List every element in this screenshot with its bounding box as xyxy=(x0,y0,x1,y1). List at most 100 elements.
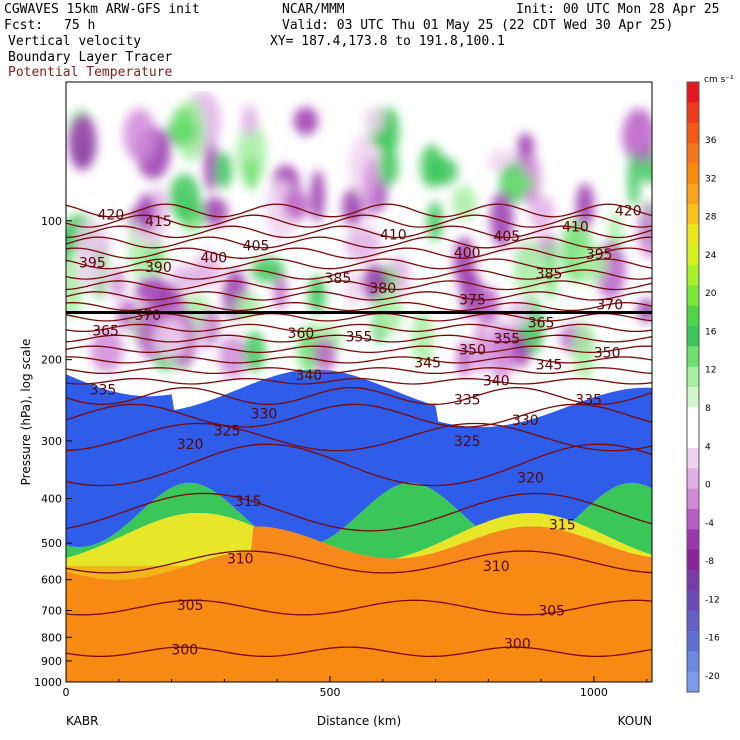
theta-contour-330 xyxy=(66,403,652,428)
theta-label-9: 395 xyxy=(79,255,106,271)
theta-label-30: 335 xyxy=(454,392,481,408)
theta-label-5: 405 xyxy=(243,238,270,254)
colorbar-swatch-15 xyxy=(687,387,699,408)
theta-label-45: 300 xyxy=(504,636,531,652)
model-title: CGWAVES 15km ARW-GFS init xyxy=(4,2,200,17)
theta-label-12: 385 xyxy=(325,271,352,287)
colorbar-swatch-20 xyxy=(687,488,699,510)
tracer-band-yellow xyxy=(66,513,652,580)
init-time: Init: 00 UTC Mon 28 Apr 25 xyxy=(516,2,720,17)
colorbar-swatch-6 xyxy=(687,204,699,225)
forecast-label: Fcst: xyxy=(4,18,44,33)
y-axis-title: Pressure (hPa), log scale xyxy=(19,339,33,486)
colorbar-swatch-19 xyxy=(687,468,699,490)
colorbar-label-16: 16 xyxy=(705,327,717,337)
colorbar-label--12: -12 xyxy=(705,595,720,605)
theta-contour-405 xyxy=(66,236,652,249)
theta-contour-340 xyxy=(66,377,652,385)
theta-label-40: 310 xyxy=(227,552,254,568)
theta-label-23: 350 xyxy=(459,342,486,358)
colorbar-label--4: -4 xyxy=(705,519,714,529)
theta-label-22: 355 xyxy=(493,332,520,348)
theta-label-20: 360 xyxy=(288,326,315,342)
theta-contour-300 xyxy=(66,646,652,658)
colorbar-swatch-1 xyxy=(687,102,699,124)
theta-contour-315 xyxy=(66,492,652,532)
colorbar-swatch-26 xyxy=(687,610,699,632)
colorbar-swatch-28 xyxy=(687,651,699,673)
colorbar-swatch-0 xyxy=(687,82,699,103)
theta-label-29: 335 xyxy=(90,382,117,398)
theta-contour-325 xyxy=(66,422,652,452)
tracer-band-blue xyxy=(66,369,652,548)
x-tick-label-500: 500 xyxy=(319,686,340,699)
theta-label-3: 410 xyxy=(562,220,589,236)
colorbar-frame xyxy=(686,81,700,693)
theta-label-33: 330 xyxy=(512,413,539,429)
colorbar-swatch-25 xyxy=(687,590,699,612)
colorbar-swatch-4 xyxy=(687,163,699,185)
theta-label-0: 420 xyxy=(98,208,125,224)
theta-contour-360 xyxy=(66,334,652,343)
center-label: NCAR/MMM xyxy=(282,2,345,17)
theta-label-41: 310 xyxy=(483,559,510,575)
colorbar-swatch-23 xyxy=(687,549,699,571)
theta-label-26: 345 xyxy=(536,358,563,374)
colorbar-swatch-16 xyxy=(687,407,699,429)
valid-time: Valid: 03 UTC Thu 01 May 25 (22 CDT Wed … xyxy=(282,18,674,33)
theta-contour-365 xyxy=(66,323,652,333)
theta-contour-395 xyxy=(66,258,652,270)
colorbar-swatch-13 xyxy=(687,346,699,368)
vertical-velocity-cells xyxy=(66,91,652,381)
y-tick-label-900: 900 xyxy=(41,655,62,668)
x-tick-label-1000: 1000 xyxy=(580,686,608,699)
y-tick-label-500: 500 xyxy=(41,537,62,550)
theta-contour-320 xyxy=(66,443,652,487)
theta-label-4: 420 xyxy=(615,204,642,220)
theta-label-27: 340 xyxy=(295,368,322,384)
x-axis-title: Distance (km) xyxy=(317,714,401,728)
theta-label-39: 315 xyxy=(549,517,576,533)
theta-label-6: 405 xyxy=(493,229,520,245)
theta-label-25: 345 xyxy=(414,356,441,372)
theta-contour-310 xyxy=(66,550,652,574)
y-tick-label-600: 600 xyxy=(41,574,62,587)
theta-label-16: 370 xyxy=(134,308,161,324)
theta-contour-385 xyxy=(66,280,652,291)
colorbar-label-24: 24 xyxy=(705,251,717,261)
theta-label-34: 325 xyxy=(214,424,241,440)
colorbar-swatch-27 xyxy=(687,631,699,652)
colorbar-label-8: 8 xyxy=(705,404,711,414)
field-potential-temperature: Potential Temperature xyxy=(8,65,173,80)
y-tick-label-800: 800 xyxy=(41,631,62,644)
theta-contour-380 xyxy=(66,291,652,301)
theta-label-8: 400 xyxy=(454,245,481,261)
theta-label-15: 375 xyxy=(459,292,486,308)
right-endpoint-label: KOUN xyxy=(618,714,652,728)
forecast-hours: 75 h xyxy=(64,18,96,33)
theta-contour-420 xyxy=(66,203,652,218)
y-tick-label-400: 400 xyxy=(41,492,62,505)
theta-label-18: 365 xyxy=(92,324,119,340)
colorbar-swatch-22 xyxy=(687,529,699,551)
colorbar-label--16: -16 xyxy=(705,634,720,644)
theta-label-14: 380 xyxy=(369,281,396,297)
theta-contour-345 xyxy=(66,367,652,375)
boundary-layer-fill xyxy=(66,565,652,682)
colorbar-swatch-9 xyxy=(687,265,699,286)
theta-label-42: 305 xyxy=(177,598,204,614)
y-tick-label-300: 300 xyxy=(41,435,62,448)
field-vertical-velocity: Vertical velocity xyxy=(8,34,142,49)
y-tick-label-200: 200 xyxy=(41,354,62,367)
plot-frame xyxy=(65,81,653,683)
theta-label-11: 390 xyxy=(145,260,172,276)
colorbar-swatch-18 xyxy=(687,448,699,469)
theta-label-2: 410 xyxy=(380,227,407,243)
theta-label-31: 335 xyxy=(575,392,602,408)
theta-contour-350 xyxy=(66,356,652,364)
colorbar-label--8: -8 xyxy=(705,557,714,567)
left-endpoint-label: KABR xyxy=(66,714,98,728)
colorbar-label-12: 12 xyxy=(705,366,716,376)
theta-label-28: 340 xyxy=(483,374,510,390)
